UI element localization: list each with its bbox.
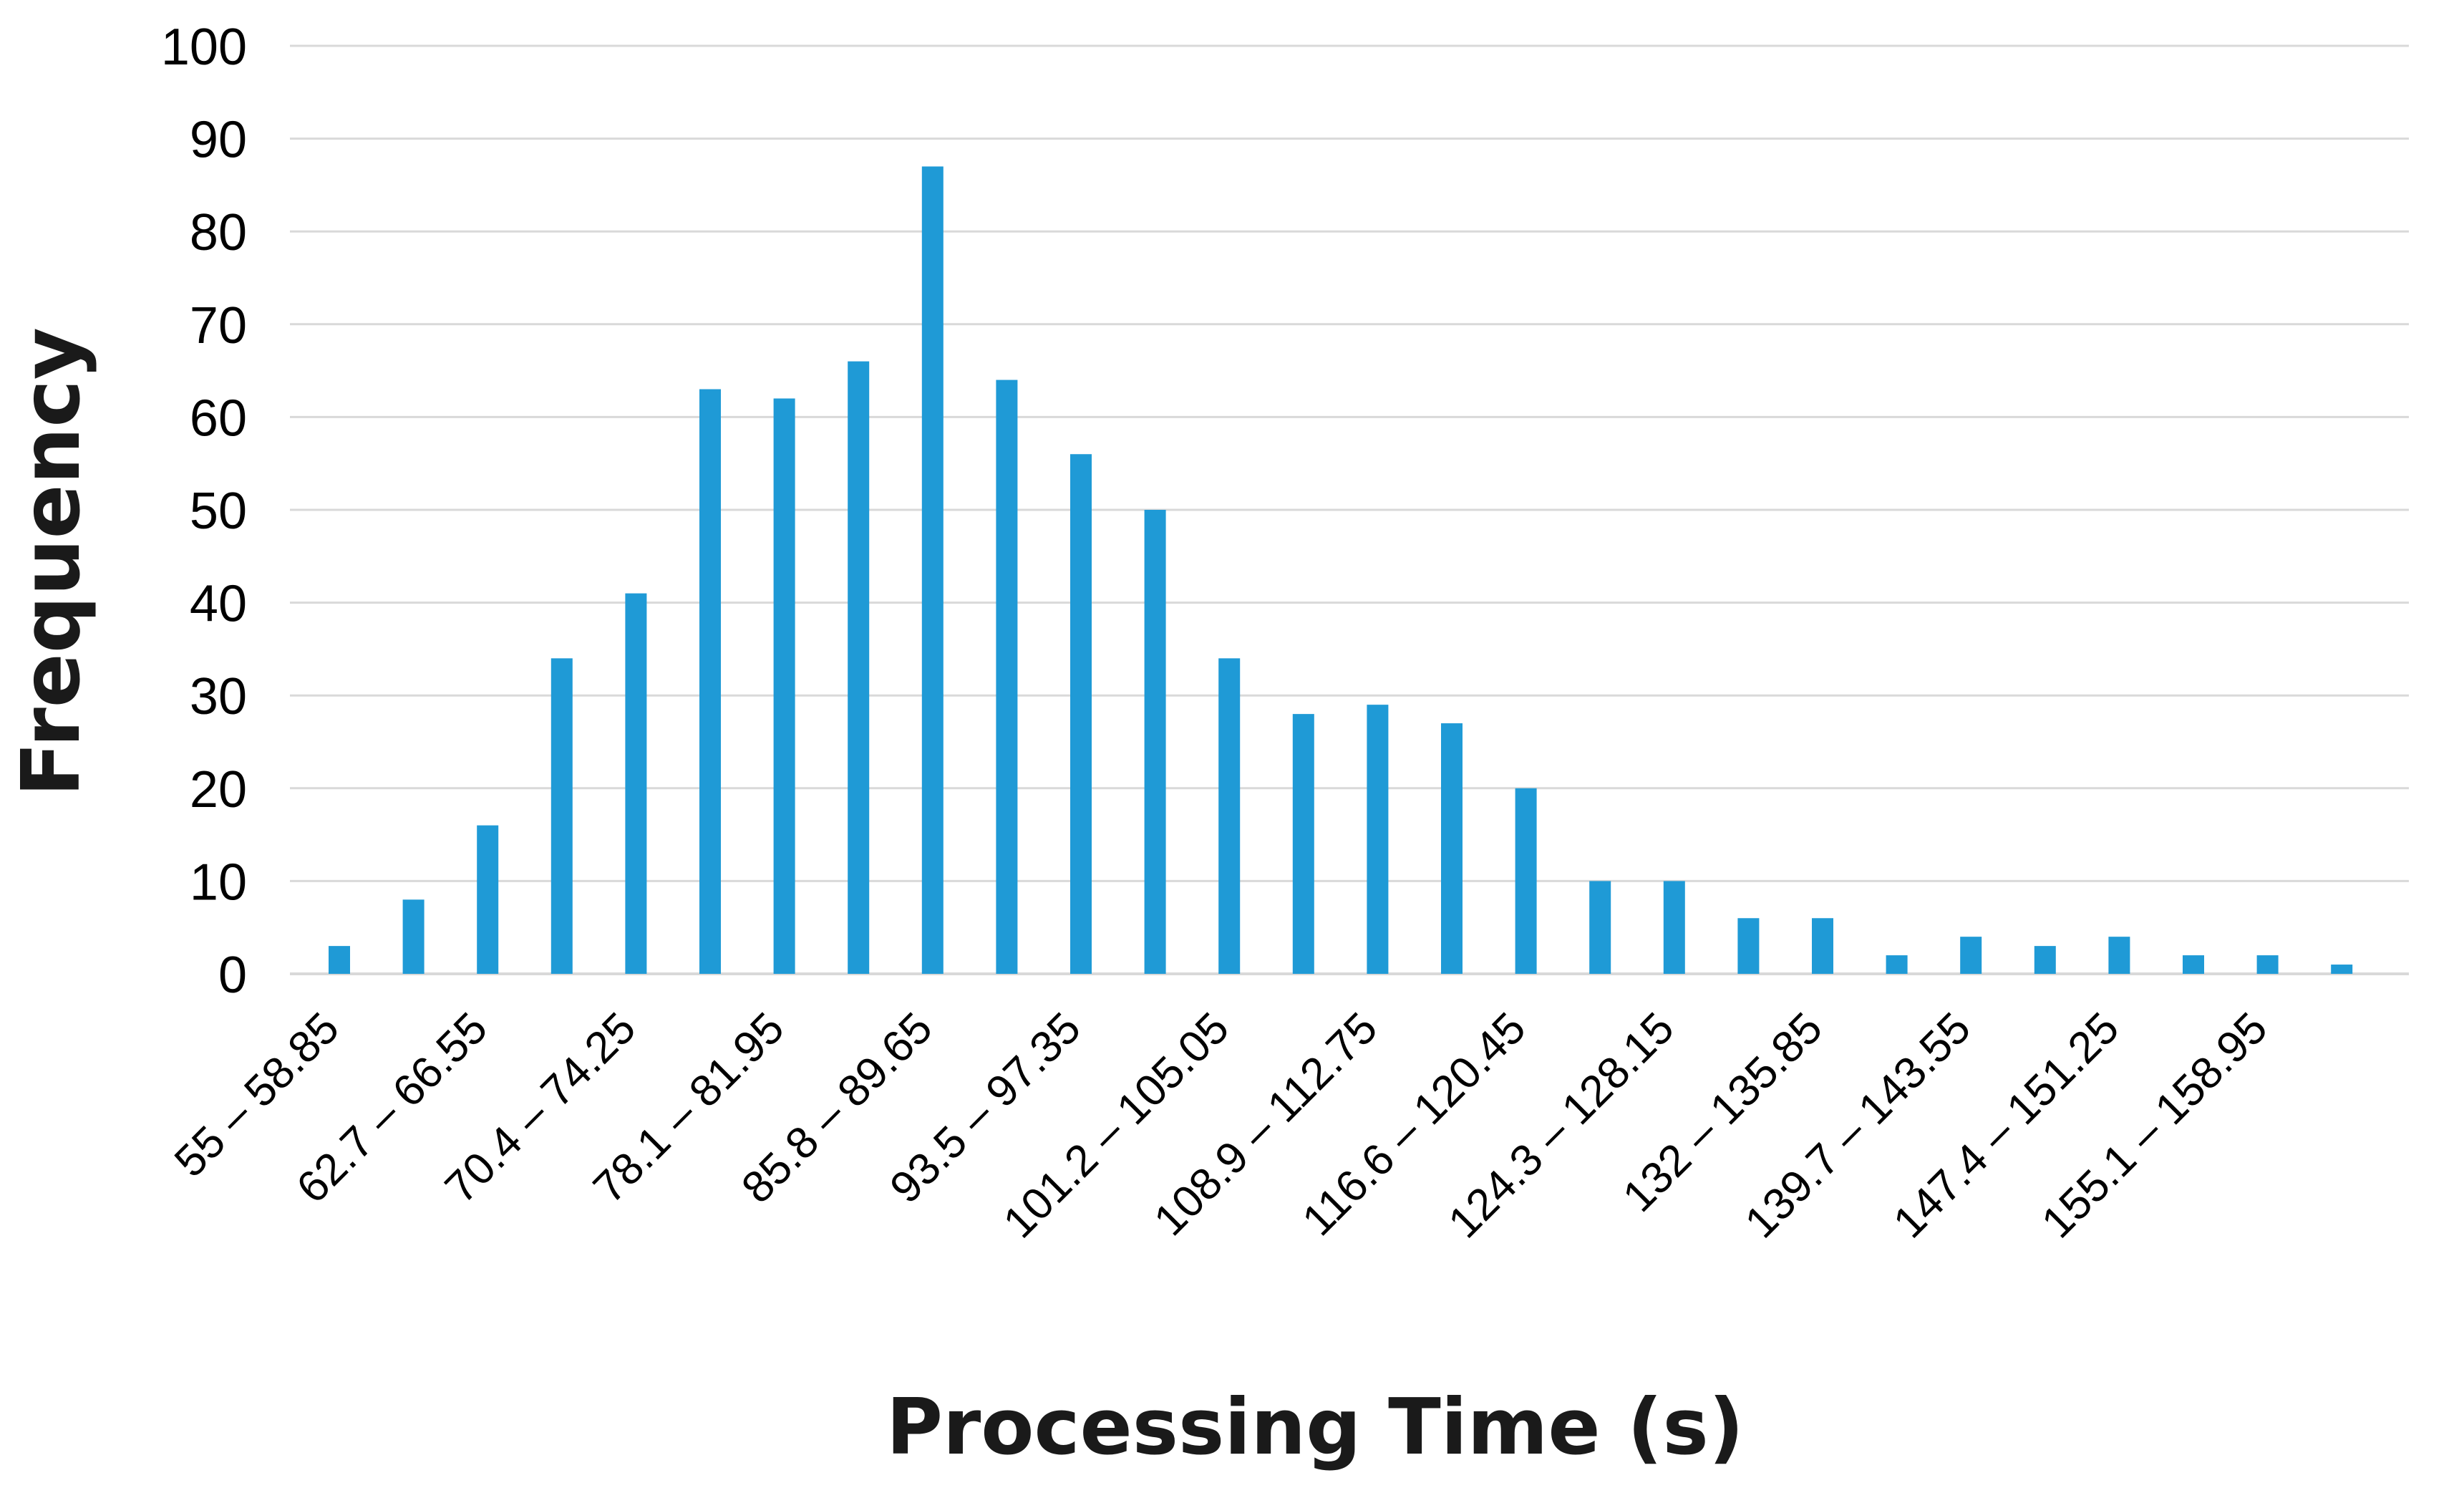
y-tick-label: 20: [190, 761, 247, 818]
y-tick-label: 80: [190, 204, 247, 261]
bar: [2183, 955, 2204, 974]
y-tick-label: 0: [218, 947, 247, 1004]
bar: [2256, 955, 2279, 974]
bar: [1292, 714, 1314, 974]
bar: [477, 825, 499, 974]
bar: [1960, 937, 1982, 974]
y-tick-label: 50: [190, 483, 247, 540]
bar: [1812, 918, 1833, 974]
bars: [329, 166, 2353, 975]
bar: [773, 398, 795, 974]
bar: [1663, 881, 1685, 974]
bar: [848, 361, 870, 974]
y-tick-label: 100: [161, 19, 247, 76]
y-tick-label: 60: [190, 390, 247, 447]
y-axis-tick-labels: 0 10 20 30 40 50 60 70 80 90 100: [161, 19, 247, 1004]
y-tick-label: 40: [190, 576, 247, 633]
bar: [1515, 788, 1537, 974]
y-tick-label: 10: [190, 854, 247, 911]
bar: [402, 899, 425, 974]
x-axis-title: Processing Time (s): [886, 1383, 1744, 1472]
y-tick-label: 70: [190, 297, 247, 354]
bar: [329, 946, 350, 974]
bar: [1070, 454, 1092, 974]
y-tick-label: 90: [190, 112, 247, 169]
bar: [625, 593, 647, 974]
bar: [1367, 705, 1389, 974]
bar: [1886, 955, 1908, 974]
bar: [1737, 918, 1760, 974]
bar: [996, 380, 1018, 974]
bar: [1218, 658, 1241, 974]
y-tick-label: 30: [190, 668, 247, 725]
bar: [699, 389, 721, 974]
bar: [921, 166, 944, 975]
bar: [2034, 946, 2056, 974]
bar: [1589, 881, 1611, 974]
bar: [550, 658, 573, 974]
y-axis-title: Frequency: [5, 327, 98, 797]
bar: [1144, 510, 1166, 974]
bar: [1441, 723, 1463, 974]
bar: [2108, 937, 2130, 974]
gridlines: [290, 44, 2409, 975]
bar: [2331, 965, 2353, 974]
